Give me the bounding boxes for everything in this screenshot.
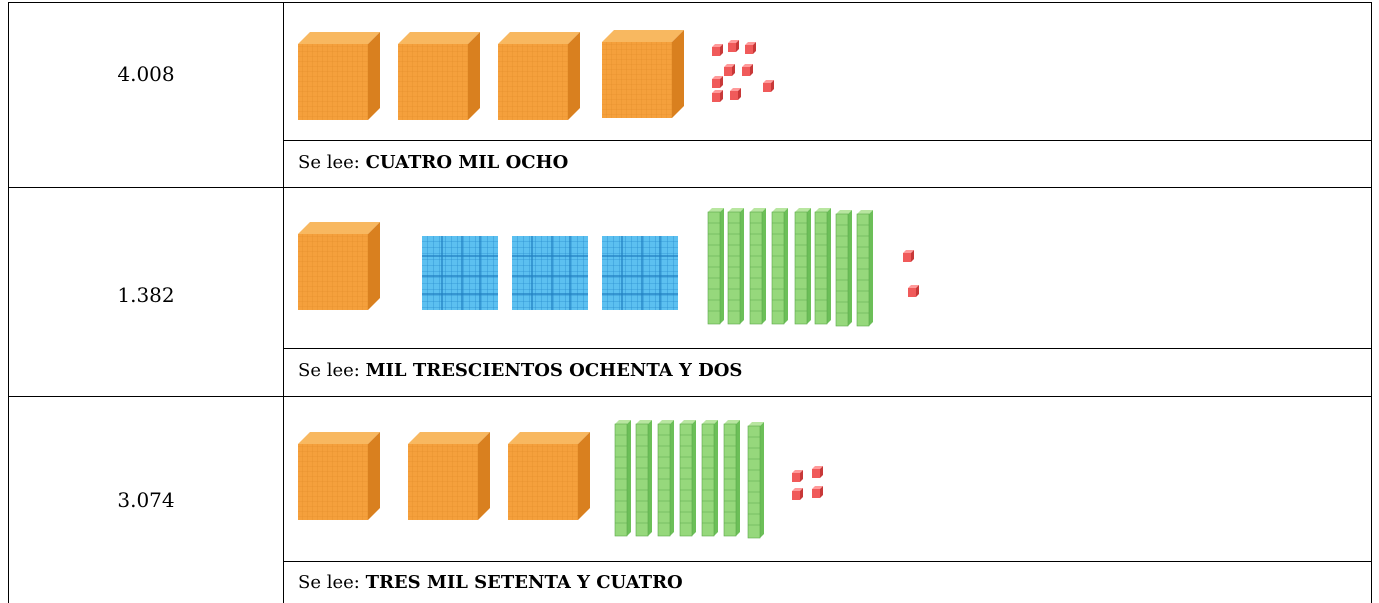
table-border	[8, 2, 9, 603]
cell-border	[283, 561, 1372, 562]
reading: Se lee: CUATRO MIL OCHO	[298, 152, 568, 173]
table-border	[1371, 2, 1372, 603]
reading-prefix: Se lee:	[298, 152, 360, 173]
reading-text: MIL TRESCIENTOS OCHENTA Y DOS	[365, 360, 743, 381]
table-border	[8, 187, 1372, 188]
number: 4.008	[117, 62, 175, 86]
cell-border	[283, 140, 1372, 141]
table-border	[8, 396, 1372, 397]
number: 3.074	[117, 488, 175, 512]
number: 1.382	[117, 283, 175, 307]
reading: Se lee: MIL TRESCIENTOS OCHENTA Y DOS	[298, 360, 742, 381]
reading-text: CUATRO MIL OCHO	[365, 152, 569, 173]
table-border	[8, 2, 1372, 3]
reading-prefix: Se lee:	[298, 572, 360, 593]
reading-text: TRES MIL SETENTA Y CUATRO	[365, 572, 683, 593]
table-border	[283, 2, 284, 603]
reading-prefix: Se lee:	[298, 360, 360, 381]
cell-border	[283, 348, 1372, 349]
reading: Se lee: TRES MIL SETENTA Y CUATRO	[298, 572, 683, 593]
